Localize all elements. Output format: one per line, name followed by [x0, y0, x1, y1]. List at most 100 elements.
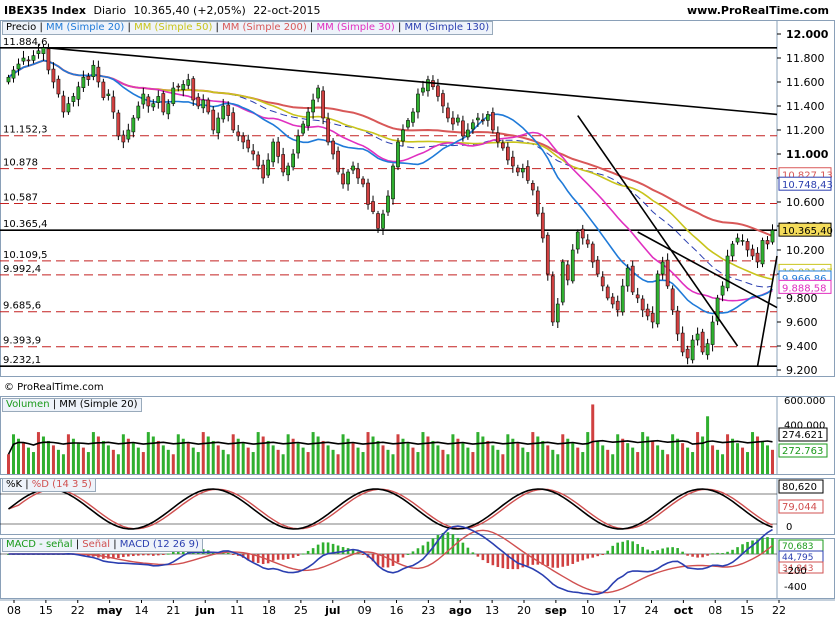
site-url[interactable]: www.ProRealTime.com	[686, 4, 829, 17]
volume-bar	[366, 432, 370, 474]
candle-body	[545, 234, 550, 275]
volume-bar	[36, 432, 40, 474]
candle-body	[101, 81, 106, 98]
volume-bar	[76, 443, 80, 474]
x-tick-label: sep	[545, 604, 567, 617]
volume-bar	[166, 449, 170, 474]
candle-body	[106, 93, 111, 96]
trend-line	[577, 115, 739, 347]
volume-bar	[126, 438, 130, 474]
macd-histogram-bar	[571, 554, 575, 564]
candle-body	[206, 99, 211, 113]
volume-bar	[481, 436, 485, 474]
candle-body	[695, 333, 700, 341]
candle-body	[570, 249, 575, 282]
candle-body	[341, 173, 345, 185]
x-tick-label: 10	[581, 604, 595, 617]
trend-line	[637, 231, 778, 309]
macd-histogram-bar	[246, 554, 250, 561]
macd-histogram-bar	[566, 554, 570, 566]
candle-body	[336, 150, 340, 173]
macd-histogram-bar	[142, 554, 145, 556]
candle-body	[371, 201, 375, 212]
macd-histogram-bar	[516, 554, 520, 570]
candle-body	[585, 239, 590, 245]
candle-body	[176, 85, 181, 88]
volume-bar	[761, 440, 765, 474]
macd-histogram-bar	[336, 545, 340, 554]
candle-body	[266, 159, 271, 176]
volume-bar	[31, 452, 35, 474]
volume-bar	[731, 438, 735, 474]
macd-histogram-bar	[226, 552, 230, 554]
candle-body	[291, 153, 295, 168]
stoch-k-line	[8, 488, 773, 530]
macd-histogram-bar	[266, 554, 270, 564]
volume-bar	[511, 438, 515, 474]
volume-bar	[581, 452, 585, 474]
x-tick-label: 11	[230, 604, 244, 617]
candle-body	[186, 79, 191, 86]
macd-histogram-bar	[107, 554, 110, 559]
macd-histogram-bar	[506, 554, 510, 569]
candle-body	[755, 252, 760, 263]
macd-histogram-bar	[147, 554, 150, 556]
macd-badge-text: 70,683	[782, 542, 814, 552]
candle-body	[81, 76, 86, 89]
macd-histogram-bar	[296, 554, 300, 556]
x-tick-label: ago	[449, 604, 472, 617]
volume-bar	[386, 449, 390, 474]
macd-histogram-bar	[451, 534, 455, 554]
volume-bar	[246, 447, 250, 474]
volume-bar	[226, 454, 230, 474]
candle-body	[640, 298, 645, 311]
candle-body	[381, 213, 385, 229]
price-change: 10.365,40 (+2,05%)	[133, 4, 246, 17]
candle-body	[750, 248, 755, 257]
volume-bar	[341, 434, 345, 474]
candle-body	[26, 59, 31, 62]
main-legend: Precio | MM (Simple 20) | MM (Simple 50)…	[2, 21, 494, 35]
volume-bar	[121, 434, 125, 474]
macd-line	[8, 525, 773, 596]
candle-body	[610, 296, 615, 305]
candle-body	[376, 213, 380, 229]
candle-body	[31, 55, 36, 61]
candle-body	[331, 140, 335, 155]
volume-bar	[536, 436, 540, 474]
candle-body	[565, 264, 570, 281]
macd-histogram-bar	[406, 553, 410, 555]
volume-bar	[771, 449, 775, 474]
macd-histogram-bar	[291, 554, 295, 558]
macd-histogram-bar	[137, 554, 140, 556]
candle-body	[730, 243, 735, 257]
candle-body	[231, 112, 236, 131]
macd-histogram-bar	[446, 532, 450, 554]
price-tick-label: 9.600	[786, 316, 818, 329]
trend-line	[48, 47, 778, 116]
volume-bar	[546, 445, 550, 474]
candle-body	[351, 165, 355, 171]
candle-body	[296, 135, 300, 154]
volume-tick-label: 600.000	[784, 396, 825, 407]
macd-histogram-bar	[481, 554, 485, 561]
volume-bar	[426, 436, 430, 474]
volume-bar	[616, 434, 620, 474]
macd-histogram-bar	[426, 541, 430, 554]
date: 22-oct-2015	[253, 4, 321, 17]
candle-body	[525, 166, 530, 181]
macd-histogram-bar	[751, 540, 754, 554]
candle-body	[211, 109, 216, 131]
volume-bar	[471, 452, 475, 474]
candle-body	[446, 107, 450, 119]
candle-body	[680, 332, 685, 353]
candle-body	[580, 228, 585, 239]
volume-bar	[106, 445, 110, 474]
macd-histogram-bar	[456, 537, 460, 554]
macd-legend: MACD - señal | Señal | MACD (12 26 9)	[2, 538, 203, 552]
candle-body	[690, 339, 695, 361]
volume-bar	[681, 443, 685, 474]
volume-bar	[231, 434, 235, 474]
candle-body	[595, 259, 600, 275]
candle-body	[51, 68, 56, 83]
